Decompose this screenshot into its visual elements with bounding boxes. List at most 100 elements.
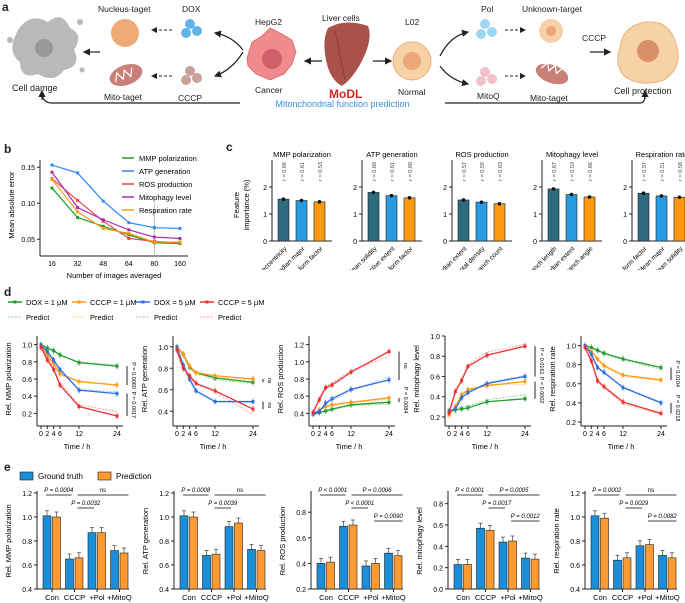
- l02-label: L02: [405, 17, 420, 27]
- data-point: [152, 240, 156, 244]
- significance-label: P = 0.0017: [130, 391, 136, 418]
- bar: [521, 557, 530, 590]
- x-axis-label: Time / h: [200, 442, 227, 451]
- data-point: [387, 349, 391, 353]
- mito-target-right-label: Mito-taget: [530, 93, 568, 103]
- series-line: [176, 347, 253, 403]
- data-point: [659, 378, 663, 382]
- bar: [256, 550, 266, 590]
- legend-label: ROS production: [139, 180, 192, 189]
- liver-cells-label: Liver cells: [322, 13, 360, 23]
- x-tick-label: 0: [311, 431, 315, 438]
- significance-label: P = 0.0104: [674, 360, 680, 387]
- x-tick-label: 6: [58, 431, 62, 438]
- data-point: [324, 401, 328, 405]
- y-tick-label: 2: [353, 185, 357, 192]
- data-point: [52, 368, 56, 372]
- data-point: [523, 344, 527, 348]
- y-tick-label: 1: [443, 212, 447, 219]
- subplot-title: MMP polarization: [273, 150, 331, 159]
- x-tick-label: 24: [657, 431, 665, 438]
- x-tick-label: 0: [39, 431, 43, 438]
- data-point: [602, 364, 606, 368]
- data-point: [485, 353, 489, 357]
- data-point: [589, 359, 593, 363]
- data-point: [387, 396, 391, 400]
- data-point: [330, 383, 334, 387]
- pol-label: Pol: [481, 4, 494, 14]
- data-point: [523, 380, 527, 384]
- y-tick-label: 1.2: [159, 491, 169, 498]
- data-point: [194, 389, 198, 393]
- data-point: [251, 377, 255, 381]
- significance-label: P = 0.0006: [363, 488, 393, 494]
- nucleus-target-icon: [111, 19, 139, 47]
- legend-swatch: [97, 471, 112, 481]
- x-tick-label: 4: [52, 431, 56, 438]
- data-point: [330, 407, 334, 411]
- cell-damage-icon: [7, 17, 85, 79]
- significance-label: P < 0.0001: [455, 488, 484, 494]
- data-point: [115, 383, 119, 387]
- data-point: [45, 349, 49, 353]
- legend-predict-label: Predict: [154, 313, 178, 322]
- correlation-label: r = 0.58: [678, 162, 684, 181]
- y-tick-label: 0: [353, 239, 357, 246]
- bar: [600, 517, 609, 590]
- x-tick-label: CCCP: [338, 593, 359, 602]
- data-point: [602, 385, 606, 389]
- y-tick-label: 1: [533, 212, 537, 219]
- y-tick-label: 0.15: [21, 165, 35, 172]
- y-axis-label: Rel. respiration rate: [548, 346, 557, 411]
- significance-label: ns: [237, 488, 243, 494]
- data-point: [324, 409, 328, 413]
- bar: [475, 201, 488, 242]
- data-point: [152, 226, 156, 230]
- x-tick-label: 24: [521, 431, 529, 438]
- y-tick-label: 0.4: [294, 411, 304, 418]
- data-point: [349, 400, 353, 404]
- data-point: [77, 388, 81, 392]
- bar: [361, 565, 371, 590]
- data-point: [311, 411, 315, 415]
- bar: [393, 555, 403, 590]
- data-point: [596, 379, 600, 383]
- y-tick-label: 0.8: [433, 502, 443, 509]
- data-point: [127, 231, 131, 235]
- bar: [74, 557, 84, 590]
- data-point: [596, 357, 600, 361]
- bar-mean-dot: [677, 195, 682, 200]
- data-point: [188, 377, 192, 381]
- bar: [189, 516, 198, 590]
- legend-label: CCCP = 1 μM: [90, 298, 137, 307]
- predict-line: [584, 348, 662, 415]
- significance-label: P = 0.0090: [374, 514, 404, 520]
- significance-label: P = 0.0029: [619, 501, 649, 507]
- y-tick-label: 1.0: [430, 334, 440, 341]
- y-tick-label: 0.8: [22, 360, 32, 367]
- bar: [667, 557, 677, 590]
- data-point: [317, 410, 321, 414]
- bar: [403, 197, 416, 242]
- data-point: [213, 400, 217, 404]
- y-tick-label: 0.8: [296, 510, 306, 517]
- significance-label: P = 0.0005: [500, 488, 530, 494]
- y-tick-label: 0.4: [433, 544, 443, 551]
- legend-label: Mitophagy level: [139, 193, 191, 202]
- bar: [234, 522, 243, 590]
- bar-mean-dot: [659, 194, 664, 198]
- bar: [119, 552, 129, 590]
- y-tick-label: 0.8: [159, 539, 169, 546]
- hepg2-label: HepG2: [255, 17, 282, 27]
- bar: [453, 564, 463, 590]
- dox-molecule-icon: [181, 19, 202, 38]
- x-tick-label: 24: [113, 431, 121, 438]
- data-point: [101, 199, 105, 203]
- bar-mean-dot: [281, 197, 286, 201]
- significance-label: P = 0.0002: [538, 377, 544, 404]
- data-point: [76, 206, 80, 210]
- data-point: [330, 397, 334, 401]
- y-tick-label: 0.6: [159, 563, 169, 570]
- y-tick-label: 0.4: [159, 587, 169, 594]
